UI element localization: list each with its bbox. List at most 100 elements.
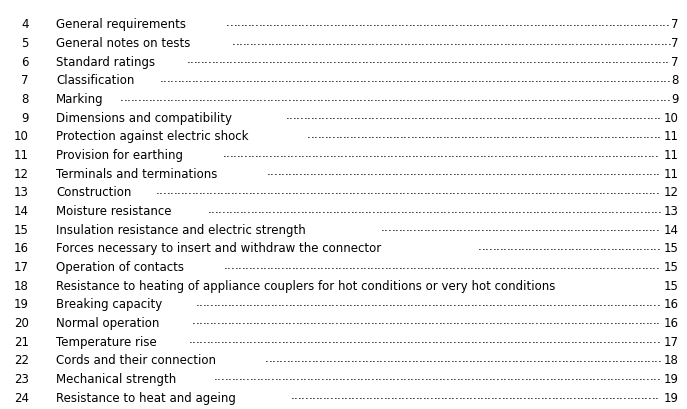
Text: .: . [379, 146, 383, 159]
Text: .: . [557, 34, 561, 47]
Text: .: . [452, 183, 456, 196]
Text: .: . [456, 370, 460, 382]
Text: .: . [327, 165, 331, 178]
Text: .: . [389, 109, 393, 122]
Text: .: . [307, 128, 311, 141]
Text: .: . [360, 332, 363, 345]
Text: .: . [633, 146, 637, 159]
Text: .: . [506, 183, 510, 196]
Text: .: . [177, 72, 181, 85]
Text: .: . [255, 16, 258, 29]
Text: .: . [401, 388, 405, 401]
Text: .: . [491, 221, 495, 234]
Text: .: . [495, 332, 499, 345]
Text: .: . [444, 388, 448, 401]
Text: .: . [236, 34, 239, 47]
Text: .: . [444, 53, 447, 66]
Text: .: . [656, 72, 660, 85]
Text: .: . [558, 146, 562, 159]
Text: .: . [574, 183, 577, 196]
Text: .: . [561, 128, 564, 141]
Text: .: . [467, 332, 471, 345]
Text: .: . [547, 202, 550, 215]
Text: .: . [602, 295, 607, 308]
Text: .: . [656, 183, 660, 196]
Text: .: . [331, 165, 335, 178]
Text: .: . [624, 370, 628, 382]
Text: .: . [350, 34, 353, 47]
Text: .: . [394, 53, 397, 66]
Text: 15: 15 [664, 261, 679, 273]
Text: .: . [510, 239, 514, 252]
Text: .: . [254, 202, 258, 215]
Text: .: . [426, 16, 430, 29]
Text: .: . [520, 165, 524, 178]
Text: .: . [451, 388, 455, 401]
Text: .: . [356, 258, 359, 271]
Text: .: . [482, 295, 485, 308]
Text: .: . [394, 351, 397, 364]
Text: .: . [346, 370, 350, 382]
Text: .: . [545, 183, 549, 196]
Text: .: . [308, 351, 311, 364]
Text: .: . [540, 53, 543, 66]
Text: .: . [246, 34, 250, 47]
Text: .: . [412, 146, 416, 159]
Text: .: . [310, 314, 313, 327]
Text: .: . [527, 258, 531, 271]
Text: .: . [572, 351, 576, 364]
Text: .: . [565, 351, 569, 364]
Text: .: . [269, 146, 273, 159]
Text: .: . [638, 258, 642, 271]
Text: .: . [531, 183, 534, 196]
Text: .: . [549, 314, 553, 327]
Text: .: . [438, 90, 442, 103]
Text: .: . [365, 53, 369, 66]
Text: .: . [363, 314, 367, 327]
Text: .: . [513, 72, 517, 85]
Text: .: . [514, 34, 518, 47]
Text: .: . [235, 370, 239, 382]
Text: .: . [315, 53, 319, 66]
Text: .: . [502, 165, 506, 178]
Text: .: . [249, 72, 253, 85]
Text: .: . [308, 202, 311, 215]
Text: .: . [428, 370, 431, 382]
Text: .: . [281, 314, 285, 327]
Text: .: . [617, 332, 621, 345]
Text: .: . [357, 202, 361, 215]
Text: 19: 19 [664, 372, 679, 385]
Text: .: . [509, 258, 513, 271]
Text: .: . [392, 314, 396, 327]
Text: .: . [395, 165, 399, 178]
Text: .: . [403, 109, 407, 122]
Text: .: . [613, 295, 617, 308]
Text: .: . [489, 128, 493, 141]
Text: .: . [199, 183, 202, 196]
Text: .: . [499, 34, 504, 47]
Text: .: . [313, 370, 317, 382]
Text: .: . [652, 183, 656, 196]
Text: .: . [434, 90, 438, 103]
Text: .: . [331, 314, 335, 327]
Text: .: . [392, 370, 396, 382]
Text: .: . [631, 332, 635, 345]
Text: .: . [348, 16, 351, 29]
Text: .: . [390, 16, 394, 29]
Text: .: . [306, 295, 310, 308]
Text: .: . [552, 72, 556, 85]
Text: .: . [163, 90, 166, 103]
Text: .: . [499, 239, 504, 252]
Text: .: . [624, 34, 629, 47]
Text: .: . [320, 165, 324, 178]
Text: .: . [633, 16, 637, 29]
Text: .: . [653, 128, 657, 141]
Text: .: . [339, 34, 343, 47]
Text: .: . [513, 258, 517, 271]
Text: .: . [217, 295, 221, 308]
Text: .: . [664, 34, 668, 47]
Text: .: . [361, 109, 364, 122]
Text: .: . [477, 165, 481, 178]
Text: Mechanical strength: Mechanical strength [56, 372, 177, 385]
Text: .: . [489, 34, 493, 47]
